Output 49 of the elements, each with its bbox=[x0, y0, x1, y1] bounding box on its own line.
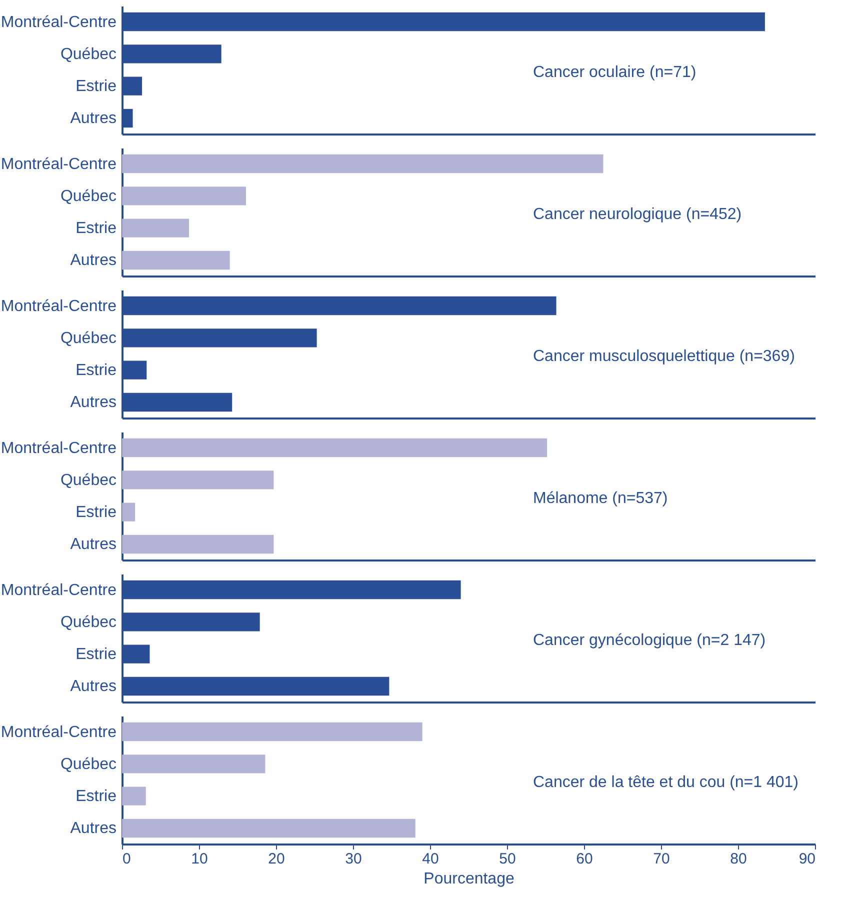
y-tick-label: Montréal-Centre bbox=[0, 440, 117, 457]
y-tick-label: Montréal-Centre bbox=[0, 582, 117, 599]
y-tick-label: Québec bbox=[60, 330, 116, 347]
x-tick-label: 60 bbox=[576, 850, 593, 868]
y-tick-label: Autres bbox=[70, 536, 116, 554]
annotation: Cancer musculosquelettique (n=369) bbox=[533, 348, 795, 365]
y-tick-label: Québec bbox=[60, 188, 116, 205]
x-tick-label: 10 bbox=[191, 850, 208, 868]
y-tick-label: Québec bbox=[60, 472, 116, 489]
x-tick-label: 0 bbox=[122, 850, 131, 868]
bar bbox=[122, 154, 604, 174]
y-tick-label: Québec bbox=[60, 614, 116, 631]
y-tick-label: Montréal-Centre bbox=[0, 298, 117, 315]
y-tick-label: Québec bbox=[60, 46, 116, 63]
y-tick-label: Montréal-Centre bbox=[0, 14, 117, 31]
x-tick-label: 50 bbox=[499, 850, 516, 868]
y-tick-label: Estrie bbox=[76, 504, 117, 522]
y-tick-label: Estrie bbox=[76, 788, 117, 806]
annotation: Cancer gynécologique (n=2 147) bbox=[533, 632, 766, 649]
y-tick-label: Québec bbox=[60, 756, 116, 773]
y-tick-label: Estrie bbox=[76, 78, 117, 96]
annotation: Cancer neurologique (n=452) bbox=[533, 206, 742, 223]
x-tick-label: 70 bbox=[653, 850, 670, 868]
bar bbox=[122, 754, 266, 774]
y-tick-label: Autres bbox=[70, 820, 116, 838]
x-tick-label: 40 bbox=[422, 850, 439, 868]
x-tick-label: 20 bbox=[268, 850, 285, 868]
x-tick-label: 90 bbox=[798, 850, 816, 868]
x-tick-label: 80 bbox=[730, 850, 747, 868]
bar bbox=[122, 818, 416, 838]
y-tick-label: Autres bbox=[70, 678, 116, 696]
x-tick-label: 30 bbox=[345, 850, 362, 868]
y-tick-label: Montréal-Centre bbox=[0, 156, 117, 173]
annotation: Cancer de la tête et du cou (n=1 401) bbox=[533, 774, 799, 791]
bar bbox=[122, 786, 146, 806]
y-tick-label: Estrie bbox=[76, 362, 117, 380]
y-tick-label: Autres bbox=[70, 110, 116, 128]
annotation: Mélanome (n=537) bbox=[533, 490, 668, 507]
y-tick-label: Autres bbox=[70, 394, 116, 412]
y-tick-label: Montréal-Centre bbox=[0, 724, 117, 741]
y-tick-label: Estrie bbox=[76, 646, 117, 664]
bar bbox=[122, 186, 246, 206]
annotation: Cancer oculaire (n=71) bbox=[533, 64, 696, 81]
bar bbox=[122, 250, 230, 270]
bar bbox=[122, 722, 422, 742]
y-tick-label: Estrie bbox=[76, 220, 117, 238]
x-axis-title: Pourcentage bbox=[424, 870, 514, 888]
bar bbox=[122, 218, 189, 238]
y-tick-label: Autres bbox=[70, 252, 116, 270]
